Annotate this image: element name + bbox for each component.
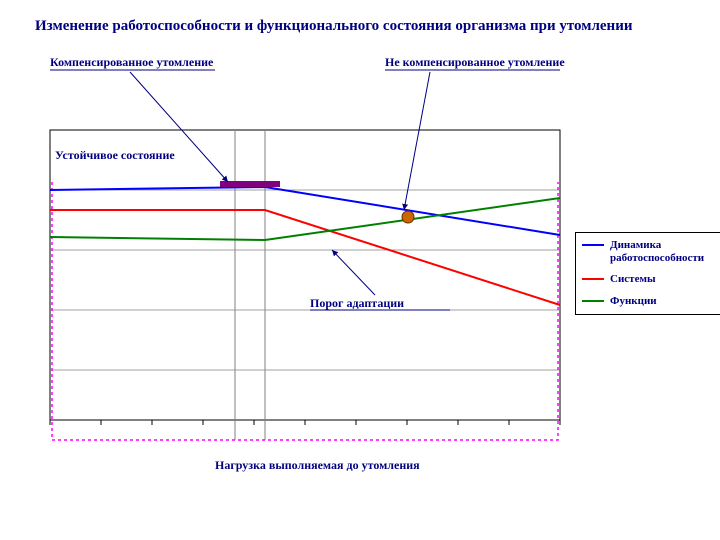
legend-item-dynamics: Динамика работоспособности <box>582 239 720 265</box>
legend-label: Системы <box>610 273 656 286</box>
legend-swatch <box>582 300 604 302</box>
legend: Динамика работоспособности Системы Функц… <box>575 232 720 315</box>
chart-title: Изменение работоспособности и функционал… <box>35 18 700 35</box>
legend-swatch <box>582 278 604 280</box>
legend-swatch <box>582 244 604 246</box>
label-load: Нагрузка выполняемая до утомления <box>215 458 420 473</box>
legend-label: Функции <box>610 295 657 308</box>
legend-label: Динамика работоспособности <box>610 239 720 265</box>
legend-item-functions: Функции <box>582 295 720 308</box>
legend-item-systems: Системы <box>582 273 720 286</box>
line-chart <box>40 60 570 455</box>
